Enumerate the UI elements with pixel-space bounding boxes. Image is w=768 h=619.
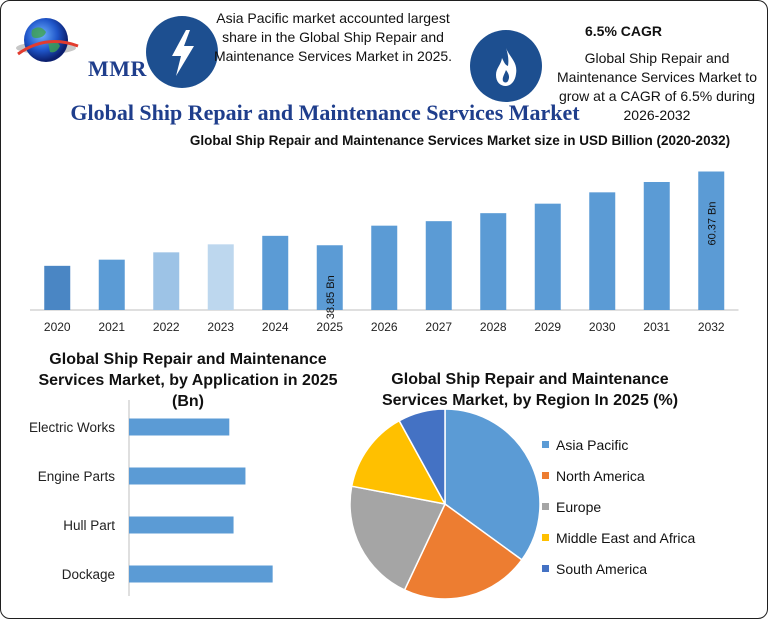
pie-slice [444,408,541,561]
bar [153,252,180,310]
x-tick-label: 2031 [643,320,670,334]
info-cagr-text: Global Ship Repair and Maintenance Servi… [557,50,757,123]
logo-text: MMR [88,56,147,81]
mmr-logo: MMR [12,12,146,82]
legend-swatch [542,534,549,541]
legend-label: Middle East and Africa [556,529,696,546]
legend-label: North America [556,467,645,484]
legend-label: Europe [556,498,602,515]
region-chart-title: Global Ship Repair and Maintenance Servi… [381,371,679,409]
category-label: Electric Works [29,420,115,435]
main-title: Global Ship Repair and Maintenance Servi… [70,100,580,125]
bar [698,171,725,310]
bar [589,192,616,310]
category-label: Dockage [62,567,115,582]
data-label: 38.85 Bn [325,275,337,319]
application-bar [129,516,234,534]
x-tick-label: 2023 [207,320,234,334]
bar [371,225,398,310]
legend-label: South America [556,560,648,577]
flame-icon [470,30,542,102]
pie-slice [349,485,447,591]
info-asia-text: Asia Pacific market accounted largest sh… [213,10,453,64]
application-bar [129,467,246,485]
x-tick-label: 2028 [480,320,507,334]
x-tick-label: 2032 [698,320,725,334]
legend-item: Europe [542,491,695,522]
legend-swatch [542,503,549,510]
bar [316,245,343,310]
lightning-bolt-icon [146,16,218,88]
legend-swatch [542,565,549,572]
legend-item: South America [542,553,695,584]
cagr-title: 6.5% CAGR [585,23,663,39]
bar-chart-title: Global Ship Repair and Maintenance Servi… [189,133,731,148]
x-tick-label: 2020 [44,320,71,334]
data-label: 60.37 Bn [706,202,718,246]
x-tick-label: 2021 [98,320,125,334]
x-tick-label: 2024 [262,320,289,334]
legend-swatch [542,472,549,479]
pie-slice [350,419,447,506]
legend-swatch [542,441,549,448]
legend-item: North America [542,460,695,491]
x-tick-label: 2025 [316,320,343,334]
x-tick-label: 2026 [371,320,398,334]
x-tick-label: 2022 [153,320,180,334]
application-bar [129,565,273,583]
category-label: Hull Part [63,518,115,533]
bar [44,265,71,310]
bar [643,182,670,310]
application-chart-title: Global Ship Repair and Maintenance Servi… [38,351,338,410]
category-label: Engine Parts [38,469,116,484]
pie-slice [398,408,446,505]
application-bar [129,418,230,436]
globe-icon [16,18,79,62]
bar [262,235,289,310]
bar [207,244,234,310]
bar [534,203,561,310]
x-tick-label: 2027 [425,320,452,334]
bar [425,221,452,310]
legend-label: Asia Pacific [556,436,629,453]
x-tick-label: 2029 [534,320,561,334]
legend-item: Middle East and Africa [542,522,695,553]
bar [480,213,507,310]
legend-item: Asia Pacific [542,429,695,460]
region-legend: Asia Pacific North America Europe Middle… [542,429,695,584]
x-tick-label: 2030 [589,320,616,334]
bar [98,259,125,310]
